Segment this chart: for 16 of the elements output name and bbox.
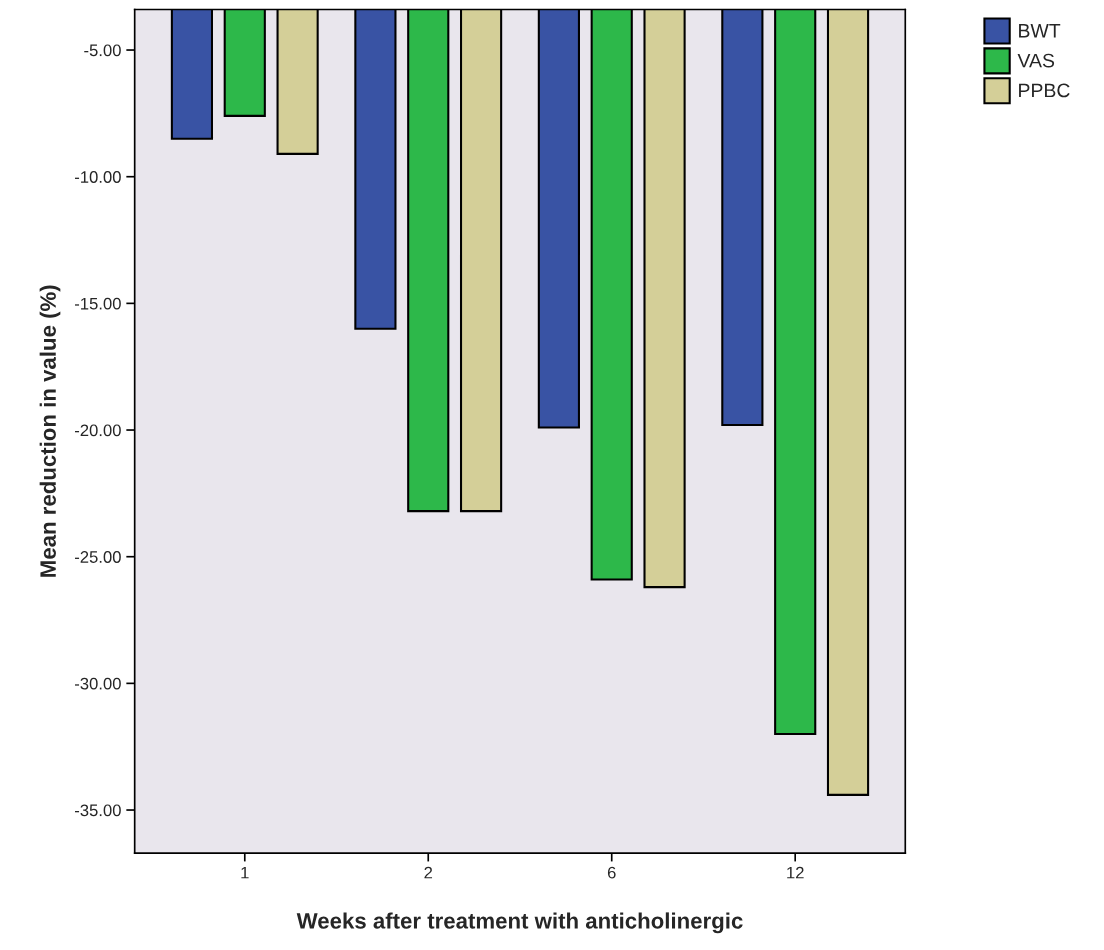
y-tick-label: -35.00 [74, 804, 121, 817]
y-tick-label: -25.00 [74, 551, 121, 563]
legend-label: PPBC [1019, 83, 1070, 98]
y-tick-label: -30.00 [74, 677, 121, 690]
x-axis-title: Weeks after treatment with anticholinergic [296, 912, 743, 934]
legend-label: VAS [1017, 53, 1055, 68]
y-tick-label: -15.00 [74, 297, 121, 310]
y-tick-label: -5.00 [84, 44, 121, 57]
y-tick-label: -10.00 [74, 171, 121, 183]
x-tick-label: 6 [607, 866, 616, 879]
legend-label: BWT [1019, 24, 1061, 38]
y-tick-label: -20.00 [74, 424, 121, 437]
x-tick-label: 1 [241, 866, 249, 879]
y-axis-title: Mean reduction in value (%) [39, 285, 61, 577]
x-tick-label: 12 [787, 866, 804, 879]
x-tick-label: 2 [424, 866, 433, 879]
